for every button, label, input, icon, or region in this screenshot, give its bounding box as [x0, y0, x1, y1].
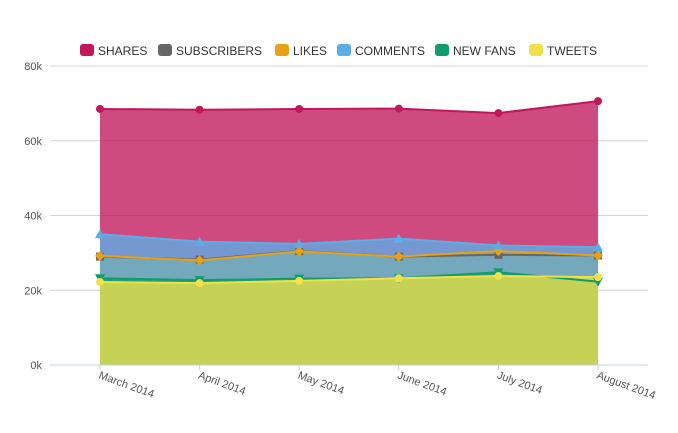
x-tick-label: June 2014 — [396, 370, 448, 399]
marker-likes[interactable] — [294, 246, 305, 257]
legend-label: LIKES — [293, 44, 327, 58]
x-tick-label: August 2014 — [595, 370, 657, 402]
marker-shares[interactable] — [394, 104, 403, 113]
line-likes — [99, 250, 599, 262]
legend-label: COMMENTS — [355, 44, 425, 58]
legend-label: NEW FANS — [453, 44, 516, 58]
area-tweets — [100, 276, 598, 365]
x-tick-label: March 2014 — [97, 370, 156, 401]
legend-label: TWEETS — [547, 44, 597, 58]
marker-likes[interactable] — [593, 250, 603, 261]
marker-likes[interactable] — [95, 250, 105, 261]
x-tick-label: May 2014 — [296, 370, 346, 398]
legend-item-new-fans[interactable]: NEW FANS — [435, 44, 516, 58]
legend-swatch — [529, 44, 543, 56]
line-comments — [99, 233, 599, 249]
marker-comments[interactable] — [95, 229, 105, 239]
legend-swatch — [275, 44, 289, 56]
marker-tweets[interactable] — [295, 276, 304, 285]
legend-label: SHARES — [98, 44, 147, 58]
marker-shares[interactable] — [96, 104, 104, 113]
marker-tweets[interactable] — [594, 273, 602, 282]
legend-item-tweets[interactable]: TWEETS — [529, 44, 597, 58]
x-tick-label: July 2014 — [495, 370, 543, 397]
marker-shares[interactable] — [195, 105, 204, 114]
legend-swatch — [337, 44, 351, 56]
marker-tweets[interactable] — [494, 272, 503, 281]
legend-swatch — [158, 44, 172, 56]
marker-shares[interactable] — [295, 104, 304, 113]
legend-item-subscribers[interactable]: SUBSCRIBERS — [158, 44, 262, 58]
marker-comments[interactable] — [393, 233, 404, 243]
marker-layer — [95, 97, 603, 288]
line-new-fans — [99, 271, 599, 283]
marker-comments[interactable] — [493, 240, 504, 250]
line-tweets — [99, 275, 599, 285]
marker-comments[interactable] — [294, 238, 305, 248]
marker-likes[interactable] — [194, 255, 205, 266]
legend-item-comments[interactable]: COMMENTS — [337, 44, 425, 58]
line-layer — [99, 100, 599, 285]
legend-swatch — [80, 44, 94, 56]
marker-tweets[interactable] — [96, 278, 104, 287]
legend-item-shares[interactable]: SHARES — [80, 44, 147, 58]
marker-tweets[interactable] — [394, 274, 403, 283]
y-tick-label: 60k — [24, 136, 42, 148]
marker-tweets[interactable] — [195, 279, 204, 288]
y-tick-label: 40k — [24, 211, 42, 223]
line-shares — [99, 100, 599, 115]
y-tick-label: 20k — [24, 285, 42, 297]
marker-comments[interactable] — [194, 236, 205, 246]
legend-item-likes[interactable]: LIKES — [275, 44, 327, 58]
marker-likes[interactable] — [393, 251, 404, 262]
y-tick-label: 80k — [24, 61, 42, 73]
x-tick-label: April 2014 — [197, 370, 248, 398]
area-layer — [100, 101, 598, 365]
marker-shares[interactable] — [494, 109, 503, 118]
marker-comments[interactable] — [593, 242, 603, 252]
marker-shares[interactable] — [594, 97, 602, 106]
legend: SHARES SUBSCRIBERS LIKES COMMENTS NEW FANS TW… — [80, 44, 597, 58]
legend-label: SUBSCRIBERS — [176, 44, 262, 58]
y-tick-label: 0k — [30, 360, 42, 372]
legend-swatch — [435, 44, 449, 56]
